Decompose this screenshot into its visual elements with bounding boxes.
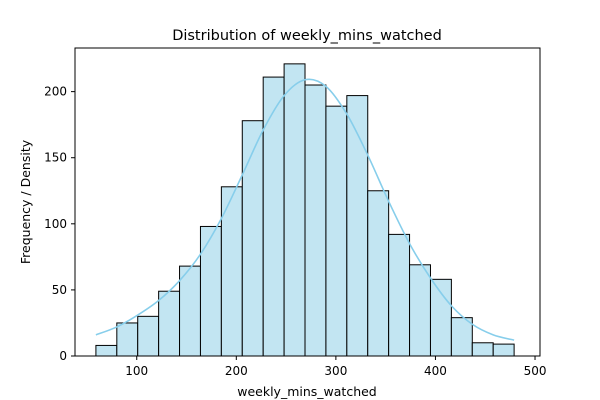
y-tick-label: 200 — [44, 85, 67, 99]
histogram-bar — [262, 76, 285, 357]
histogram-bar — [471, 342, 494, 357]
y-tick-label: 0 — [59, 349, 67, 363]
kde-curve — [95, 78, 515, 341]
x-axis-label: weekly_mins_watched — [237, 384, 377, 399]
y-axis-ticks: 0 50 100 150 200 — [44, 85, 75, 363]
y-tick-label: 100 — [44, 217, 67, 231]
histogram-bar — [304, 84, 327, 357]
histogram-bar — [492, 343, 515, 357]
histogram-bar — [409, 264, 431, 357]
histogram-bar — [450, 317, 473, 357]
chart-title: Distribution of weekly_mins_watched — [172, 28, 442, 44]
histogram-bar — [158, 290, 181, 357]
bars-group — [95, 63, 515, 357]
y-axis-label: Frequency / Density — [18, 139, 33, 264]
histogram-bar — [241, 120, 264, 357]
x-tick-label: 200 — [225, 364, 248, 378]
histogram-bar — [367, 190, 390, 357]
x-tick-label: 400 — [424, 364, 447, 378]
histogram-bar — [137, 315, 160, 357]
plot-frame — [74, 47, 541, 357]
x-tick-label: 500 — [524, 364, 547, 378]
histogram-bar — [95, 344, 118, 357]
y-tick-label: 50 — [52, 283, 67, 297]
histogram-bar — [388, 233, 411, 357]
histogram-bar — [283, 63, 306, 357]
histogram-bar — [179, 265, 201, 357]
x-tick-label: 100 — [125, 364, 148, 378]
y-tick-label: 150 — [44, 151, 67, 165]
histogram-bar — [429, 278, 452, 357]
histogram-bar — [116, 322, 139, 357]
x-tick-label: 300 — [324, 364, 347, 378]
histogram-bar — [199, 225, 222, 357]
x-axis-ticks: 100 200 300 400 500 — [125, 356, 546, 378]
histogram-bar — [325, 105, 348, 357]
